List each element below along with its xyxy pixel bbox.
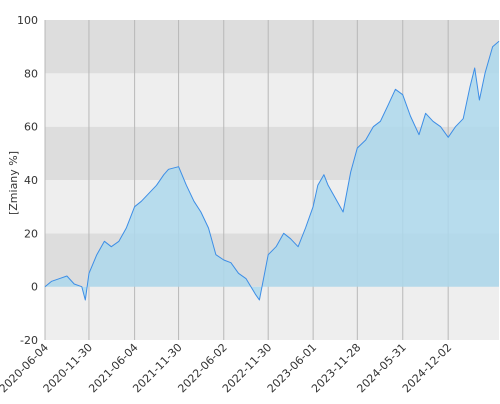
- y-tick-labels: 100 80 60 40 20 0 -20: [17, 14, 38, 347]
- y-axis-label: [Zmiany %]: [7, 151, 20, 215]
- y-tick-label: -20: [20, 334, 38, 347]
- background-band: [45, 73, 499, 127]
- x-tick-labels: 2020-06-042020-11-302021-06-042021-11-30…: [0, 341, 454, 395]
- series-line: [44, 40, 500, 301]
- y-tick-label: 20: [24, 227, 38, 240]
- y-tick-label: 0: [31, 281, 38, 294]
- y-tick-label: 40: [24, 174, 38, 187]
- y-tick-label: 60: [24, 121, 38, 134]
- background-band: [45, 20, 499, 74]
- background-band: [45, 286, 499, 340]
- y-tick-label: 100: [17, 14, 38, 27]
- series-area-fill: [45, 41, 499, 301]
- x-tick-label: 2024-12-02: [400, 341, 454, 395]
- y-tick-label: 80: [24, 67, 38, 80]
